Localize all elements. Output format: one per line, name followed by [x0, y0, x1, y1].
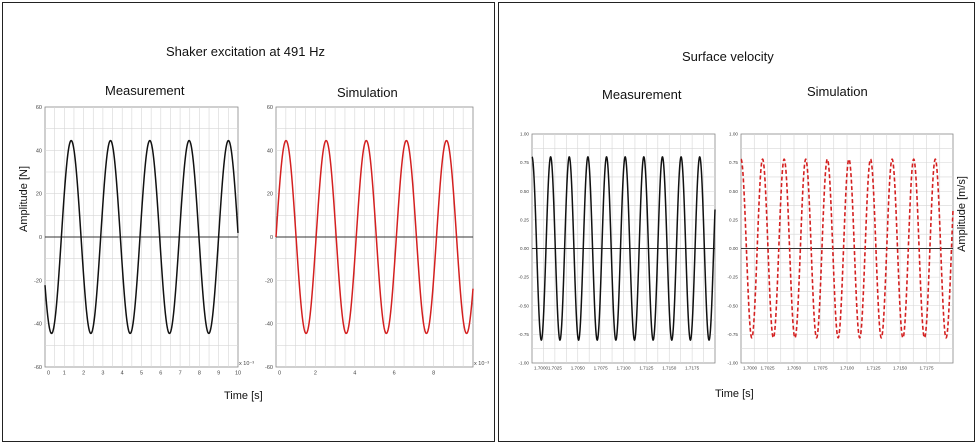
shaker-excitation-title: Shaker excitation at 491 Hz	[166, 44, 325, 59]
series-line	[44, 139, 239, 335]
surface-velocity-title: Surface velocity	[682, 49, 774, 64]
y-tick-label: -0.25	[519, 275, 530, 280]
left-x-axis-label: Time [s]	[224, 390, 263, 402]
y-tick-label: 0	[270, 235, 273, 241]
right-y-axis-label: Amplitude [m/s]	[956, 176, 968, 252]
x-tick-label: 7	[179, 371, 182, 377]
x-tick-label: 1.7150	[662, 366, 676, 371]
x-tick-label: 1.7100	[616, 366, 630, 371]
x-tick-label: 0	[278, 371, 281, 377]
y-tick-label: 0	[39, 235, 42, 241]
right-simulation-title: Simulation	[807, 84, 868, 99]
left-measurement-title: Measurement	[105, 83, 185, 98]
y-tick-label: -40	[34, 322, 42, 328]
x-tick-label: 6	[393, 371, 396, 377]
left-measurement-plot: -60 -40 -20 0 20 40 60 0 1 2 3 4 5 6 7 8 9 10 x 10⁻³	[34, 105, 254, 377]
x-tick-label: 1.7050	[571, 366, 585, 371]
y-tick-label: -0.75	[519, 332, 530, 337]
x-tick-label: 1.7175	[919, 366, 933, 371]
y-tick-label: 0.00	[729, 246, 738, 251]
x-tick-label: 1.7000	[534, 366, 548, 371]
x-tick-label: 1.7000	[743, 366, 757, 371]
y-tick-label: -20	[34, 278, 42, 284]
y-tick-label: -1.00	[519, 361, 530, 366]
x-tick-label: 8	[198, 371, 201, 377]
x-tick-label: 1.7100	[840, 366, 854, 371]
x-tick-label: 1.7150	[893, 366, 907, 371]
y-tick-label: 0.75	[520, 160, 529, 165]
x-tick-label: 1.7175	[685, 366, 699, 371]
y-tick-label: 60	[36, 105, 42, 111]
y-tick-label: 40	[36, 148, 42, 154]
series-line	[275, 139, 474, 335]
left-simulation-title: Simulation	[337, 85, 398, 100]
x-tick-label: 1.7025	[760, 366, 774, 371]
right-x-axis-label: Time [s]	[715, 388, 754, 400]
y-tick-label: 0.00	[520, 246, 529, 251]
y-tick-label: -0.50	[519, 303, 530, 308]
x-exponent-label: x 10⁻³	[239, 361, 254, 367]
x-tick-label: 1.7025	[548, 366, 562, 371]
x-tick-label: 4	[121, 371, 124, 377]
x-tick-label: 1.7125	[639, 366, 653, 371]
x-tick-label: 0	[47, 371, 50, 377]
x-exponent-label: x 10⁻³	[474, 361, 489, 367]
x-tick-label: 2	[82, 371, 85, 377]
x-tick-label: 8	[432, 371, 435, 377]
y-tick-label: 1.00	[729, 132, 738, 137]
x-tick-label: 3	[101, 371, 104, 377]
y-tick-label: 0.25	[520, 217, 529, 222]
y-tick-label: 40	[267, 148, 273, 154]
series-line	[531, 155, 716, 342]
x-tick-label: 6	[159, 371, 162, 377]
y-tick-label: -0.25	[728, 275, 739, 280]
x-tick-label: 1	[63, 371, 66, 377]
y-tick-label: 1.00	[520, 132, 529, 137]
y-tick-label: 20	[267, 192, 273, 198]
x-tick-label: 5	[140, 371, 143, 377]
x-tick-label: 9	[217, 371, 220, 377]
y-tick-label: 20	[36, 192, 42, 198]
y-tick-label: -60	[34, 365, 42, 371]
y-tick-label: 60	[267, 105, 273, 111]
y-tick-label: -40	[265, 322, 273, 328]
y-tick-label: -60	[265, 365, 273, 371]
x-tick-label: 10	[235, 371, 241, 377]
right-measurement-title: Measurement	[602, 87, 682, 102]
y-tick-label: -20	[265, 278, 273, 284]
y-tick-label: 0.50	[729, 189, 738, 194]
y-tick-label: 0.25	[729, 217, 738, 222]
left-y-axis-label: Amplitude [N]	[18, 165, 30, 233]
y-tick-label: -0.75	[728, 332, 739, 337]
y-tick-label: 0.50	[520, 189, 529, 194]
y-tick-label: -1.00	[728, 361, 739, 366]
x-tick-label: 1.7050	[787, 366, 801, 371]
series-line	[740, 158, 954, 339]
right-measurement-plot: -1.00 -0.75 -0.50 -0.25 0.00 0.25 0.50 0.75 1.00…	[519, 132, 716, 371]
left-simulation-plot: -60 -40 -20 0 20 40 60 0 2 4 6 8 x 10⁻³	[265, 105, 489, 377]
right-simulation-plot: -1.00 -0.75 -0.50 -0.25 0.00 0.25 0.50 0.75 1.00…	[728, 132, 954, 371]
x-tick-label: 1.7075	[813, 366, 827, 371]
y-tick-label: 0.75	[729, 160, 738, 165]
x-tick-label: 1.7075	[594, 366, 608, 371]
y-tick-label: -0.50	[728, 303, 739, 308]
x-tick-label: 2	[314, 371, 317, 377]
x-tick-label: 1.7125	[866, 366, 880, 371]
x-tick-label: 4	[353, 371, 356, 377]
